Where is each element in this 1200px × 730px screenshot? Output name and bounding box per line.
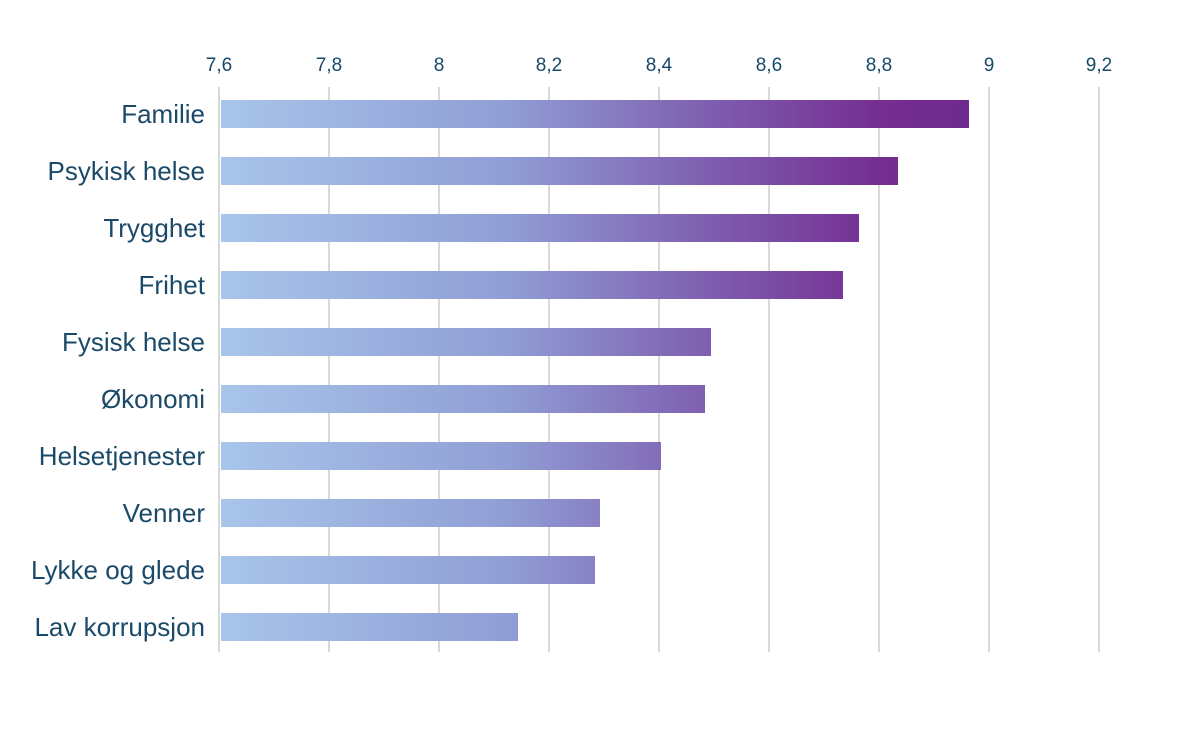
category-label: Psykisk helse (47, 156, 206, 186)
category-label: Helsetjenester (38, 441, 205, 471)
x-tick-label: 8 (433, 55, 445, 76)
x-tick-label: 7,6 (205, 55, 233, 76)
gridline (218, 87, 220, 652)
x-tick-label: 8,4 (645, 55, 673, 76)
x-tick-label: 8,6 (755, 55, 783, 76)
category-label: Venner (122, 498, 205, 528)
bar-frihet (221, 271, 843, 299)
bar-okonomi (221, 385, 705, 413)
x-tick-label: 9 (983, 55, 995, 76)
category-label: Lav korrupsjon (34, 612, 205, 642)
gridline (328, 87, 330, 652)
bar-helsetjenester (221, 442, 661, 470)
category-label: Økonomi (100, 384, 205, 414)
bar-trygghet (221, 214, 859, 242)
bar-lykke-og-glede (221, 556, 595, 584)
gridline (548, 87, 550, 652)
x-tick-label: 9,2 (1085, 55, 1113, 76)
x-tick-label: 8,2 (535, 55, 563, 76)
bar-fysisk-helse (221, 328, 711, 356)
category-label: Lykke og glede (31, 555, 205, 585)
gridline (988, 87, 990, 652)
x-tick-label: 8,8 (865, 55, 893, 76)
gridline (658, 87, 660, 652)
category-label: Frihet (138, 270, 205, 300)
gridline (1098, 87, 1100, 652)
x-tick-label: 7,8 (315, 55, 343, 76)
plot-area (218, 87, 1100, 652)
bar-lav-korrupsjon (221, 613, 518, 641)
bar-psykisk-helse (221, 157, 898, 185)
category-label: Trygghet (103, 213, 205, 243)
gridline (438, 87, 440, 652)
category-label: Fysisk helse (61, 327, 205, 357)
bar-familie (221, 100, 969, 128)
bar-venner (221, 499, 600, 527)
category-label: Familie (121, 99, 205, 129)
gridline (878, 87, 880, 652)
gridline (768, 87, 770, 652)
